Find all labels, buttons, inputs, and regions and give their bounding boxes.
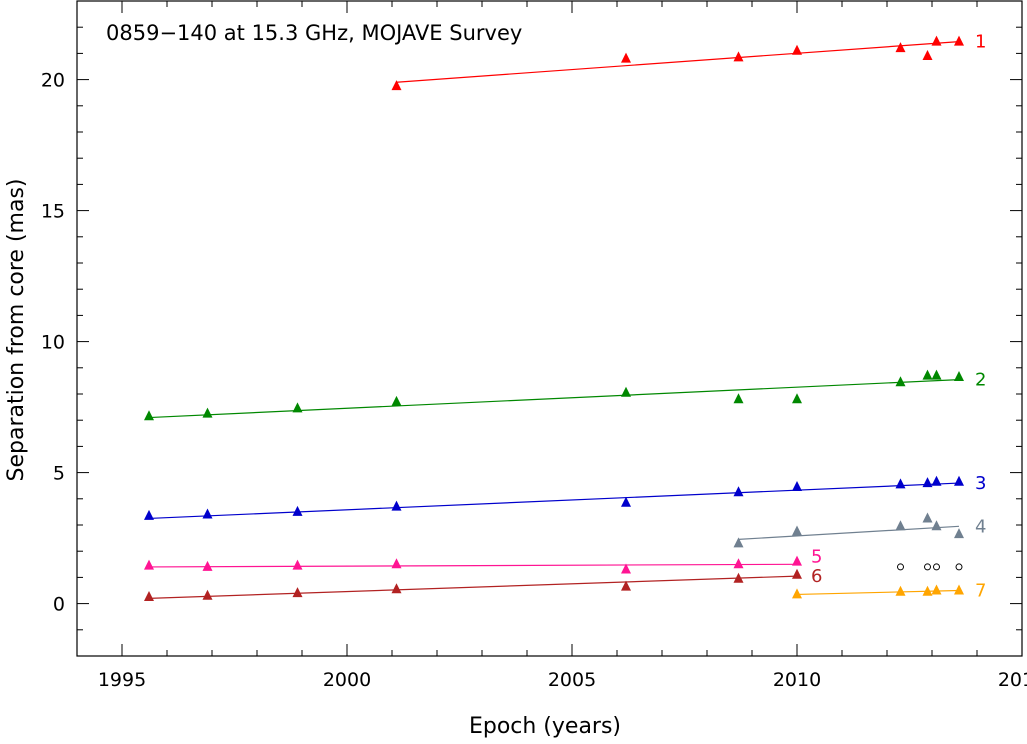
data-point-1 [954,35,964,46]
data-point-6 [792,568,802,579]
data-point-5 [144,559,154,570]
data-point-2 [931,369,942,380]
x-axis-title: Epoch (years) [469,714,621,739]
data-point-6 [621,580,631,591]
data-point-5 [391,558,402,569]
x-tick-label: 1995 [98,669,146,691]
y-tick-label: 20 [41,70,65,92]
data-point-1 [391,80,402,91]
data-point-1 [931,35,942,46]
data-point-3 [621,496,631,507]
data-point-2 [621,386,631,397]
series-label-1: 1 [975,32,986,53]
fit-line-2 [148,378,960,419]
data-point-unassigned [924,563,931,571]
data-point-7 [931,584,942,595]
data-point-5 [792,555,802,566]
data-point-2 [733,393,744,404]
plot-frame [76,0,1023,657]
data-point-5 [202,560,213,571]
fit-line-3 [148,482,960,520]
data-point-6 [144,591,154,602]
data-point-unassigned [897,563,904,571]
data-point-2 [792,393,802,404]
data-point-2 [144,410,154,421]
data-point-3 [954,475,964,486]
y-tick-label: 0 [53,594,65,616]
y-tick-label: 10 [41,332,65,354]
data-point-3 [792,481,802,492]
data-point-5 [733,558,744,569]
data-point-3 [202,508,213,519]
fit-line-4 [738,525,960,541]
data-point-unassigned [955,563,963,571]
data-point-6 [202,589,213,600]
data-point-4 [954,528,964,539]
data-point-3 [391,500,402,511]
series-labels: 1 2 3 4 56 7 [811,32,986,602]
data-point-4 [792,525,802,536]
data-point-7 [954,584,964,595]
data-point-6 [391,583,402,594]
series-label-2: 2 [975,370,986,391]
series-label-7: 7 [975,581,986,602]
data-point-1 [895,42,906,53]
fit-line-6 [148,575,798,599]
data-point-4 [922,512,933,523]
fit-lines [148,41,960,599]
data-point-2 [922,369,933,380]
x-tick-label: 2005 [548,669,596,691]
data-point-4 [931,520,942,531]
data-point-1 [733,51,744,62]
data-point-2 [391,395,402,406]
chart-title: 0859−140 at 15.3 GHz, MOJAVE Survey [106,21,522,45]
data-point-2 [292,402,303,413]
y-tick-label: 15 [41,201,65,223]
data-point-7 [792,588,802,599]
y-tick-label: 5 [53,463,65,485]
data-point-3 [733,486,744,497]
data-point-2 [954,370,964,381]
fit-line-7 [796,589,960,596]
series-label-6: 6 [811,566,822,587]
data-point-unassigned [933,563,940,571]
data-point-1 [792,44,802,55]
data-point-6 [292,587,303,598]
series-label-4: 4 [975,516,986,537]
data-point-3 [922,477,933,488]
series-label-5: 5 [811,546,822,567]
data-point-3 [895,478,906,489]
data-point-2 [895,376,906,387]
x-tick-label: 2015 [998,669,1027,691]
y-axis-title: Separation from core (mas) [4,179,29,482]
data-point-1 [922,50,933,61]
x-tick-label: 2000 [323,669,371,691]
data-point-7 [895,585,906,596]
fit-line-5 [148,563,798,568]
data-point-3 [292,505,303,516]
data-point-7 [922,585,933,596]
data-point-2 [202,407,213,418]
fit-line-1 [396,41,960,83]
data-point-4 [895,520,906,531]
x-tick-label: 2010 [773,669,821,691]
axis-ticks: 1995200020052010201505101520 [41,0,1027,691]
data-point-5 [621,563,631,574]
data-point-3 [931,475,942,486]
data-point-5 [292,559,303,570]
data-point-4 [733,537,744,548]
data-point-3 [144,509,154,520]
data-point-6 [733,572,744,583]
series-label-3: 3 [975,473,986,494]
data-points [144,35,964,602]
data-point-1 [621,52,631,63]
